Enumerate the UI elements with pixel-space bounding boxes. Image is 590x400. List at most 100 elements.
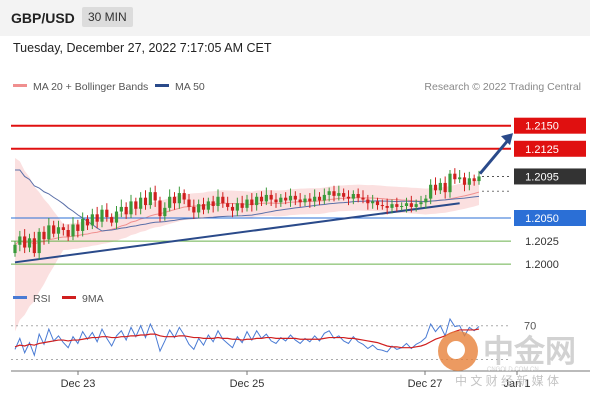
candle-body [462,177,467,185]
candle-body [327,191,331,195]
datetime-label: Tuesday, December 27, 2022 7:17:05 AM CE… [13,41,272,55]
level-label-1.2000: 1.2000 [525,259,559,271]
ma50-legend-swatch [155,84,169,87]
x-tick-label: Jan 1 [504,378,531,390]
watermark-domain: CNGOLD.COM.CN [487,367,539,373]
candle-body [390,204,394,208]
bollinger-bands [14,158,480,332]
projection-arrow [478,133,513,175]
candle-body [308,198,312,202]
candle-body [409,203,413,207]
candle-body [288,195,293,201]
candle-body [356,194,360,198]
candle-body [322,194,326,201]
ma9-line [14,328,480,349]
projection-arrowhead [501,133,513,146]
candle-body [32,238,36,254]
candle-body [255,196,259,206]
candle-body [187,199,191,207]
candle-body [245,199,249,208]
candle-body [467,178,471,185]
candle-body [351,194,355,199]
watermark-cn: 中金网 [483,334,576,369]
cngold-logo-inner [447,341,465,359]
level-tag-1.2095 [514,168,586,185]
price-levels [11,124,511,265]
candle-body [366,199,370,204]
candle-body [143,197,148,206]
candle-body [37,231,41,254]
level-tag-1.2150 [514,117,586,134]
candle-body [284,197,288,201]
trendline [14,202,460,264]
candle-body [182,193,186,200]
level-tag-1.2050 [514,210,586,226]
level-label-1.2050: 1.2050 [525,213,559,225]
x-axis-ticks: Dec 23 Dec 25 Dec 27 Jan 1 [61,371,531,390]
candle-body [197,204,201,213]
candle-body [95,214,99,222]
candle-body [206,201,210,210]
candle-body [216,196,220,206]
candle-body [100,209,104,222]
candle-body [71,224,75,237]
candle-body [250,199,254,206]
candle-body [458,177,462,180]
level-tag-1.2125 [514,140,586,157]
candle-body [433,184,438,191]
candle-body [56,227,61,234]
candles [13,168,481,260]
candle-body [148,192,152,206]
candle-body [81,218,85,231]
candle-body [404,203,409,206]
candle-body [395,204,399,207]
candle-body [259,196,264,202]
x-tick-label: Dec 23 [61,378,96,390]
candle-body [163,207,167,217]
currency-pair: GBP/USD [11,10,75,26]
candle-body [269,194,273,200]
candle-body [293,195,297,200]
rsi-panel: 70 [11,317,536,361]
level-label-1.2095: 1.2095 [525,171,559,183]
candle-body [332,191,336,196]
candle-body [361,197,365,200]
ma9-legend-label: 9MA [82,293,104,305]
candle-body [448,173,452,193]
candle-body [211,201,215,206]
candle-body [264,194,268,202]
candle-body [158,200,162,217]
candle-body [453,173,457,180]
credit-label: Research © 2022 Trading Central [424,81,581,93]
candle-body [400,206,404,207]
candle-body [346,196,351,199]
candle-body [42,231,46,240]
candle-body [375,201,380,206]
candle-body [221,196,225,204]
ma9-legend-swatch [62,296,76,299]
candle-body [298,199,302,203]
candle-body [419,202,423,205]
candle-body [27,238,32,248]
timeframe-button[interactable]: 30 MIN [82,7,133,27]
x-tick-label: Dec 25 [230,378,265,390]
candle-body [139,197,143,209]
support-trendline [14,202,460,264]
candle-body [424,198,428,203]
ma50-legend-label: MA 50 [175,81,205,93]
candle-body [317,196,322,201]
candle-body [177,193,181,204]
candle-body [18,236,22,245]
candle-body [129,201,133,215]
candle-body [76,224,80,231]
bb-legend-label: MA 20 + Bollinger Bands [33,81,148,93]
level-label-1.2150: 1.2150 [525,121,559,133]
candle-body [52,225,56,234]
candle-body [414,204,418,207]
candle-body [61,227,65,230]
rsi-legend-swatch [13,296,27,299]
candle-body [472,178,476,182]
candle-body [477,176,481,182]
candle-body [230,206,235,211]
